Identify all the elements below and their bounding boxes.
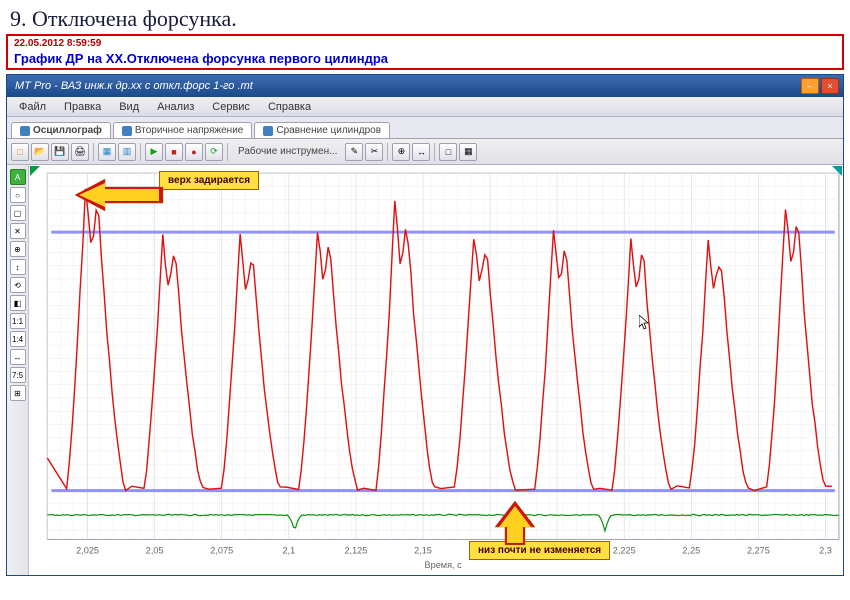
tab-bar: Осциллограф Вторичное напряжение Сравнение…	[7, 117, 843, 139]
banner-timestamp: 22.05.2012 8:59:59	[14, 38, 836, 49]
svg-text:2,05: 2,05	[146, 546, 164, 556]
toolbar-tool2-icon[interactable]: ✂	[365, 143, 383, 161]
menu-item[interactable]: Файл	[11, 99, 54, 115]
side-tool-button[interactable]: ○	[10, 187, 26, 203]
side-tool-button[interactable]: 1:4	[10, 331, 26, 347]
toolbar-rec-icon[interactable]: ●	[185, 143, 203, 161]
side-tool-button[interactable]: 1:1	[10, 313, 26, 329]
tab[interactable]: Осциллограф	[11, 122, 111, 138]
window-minimize-button[interactable]: –	[801, 78, 819, 94]
side-tool-button[interactable]: ↔	[10, 349, 26, 365]
svg-text:2,15: 2,15	[414, 546, 432, 556]
svg-text:2,1: 2,1	[282, 546, 295, 556]
toolbar-grid1-icon[interactable]: ▦	[98, 143, 116, 161]
side-tool-button[interactable]: 7:5	[10, 367, 26, 383]
oscilloscope-chart: 2,0252,052,0752,12,1252,152,1752,22,2252…	[29, 165, 843, 582]
menu-item[interactable]: Сервис	[204, 99, 258, 115]
tab[interactable]: Сравнение цилиндров	[254, 122, 390, 138]
svg-text:2,025: 2,025	[76, 546, 99, 556]
toolbar-stop-icon[interactable]: ■	[165, 143, 183, 161]
window-close-button[interactable]: ×	[821, 78, 839, 94]
menu-item[interactable]: Справка	[260, 99, 319, 115]
toolbar-group-label: Рабочие инструмен...	[232, 146, 343, 157]
page-heading: 9. Отключена форсунка.	[0, 0, 850, 34]
toolbar-tool4-icon[interactable]: ↔	[412, 143, 430, 161]
toolbar-tool6-icon[interactable]: ▦	[459, 143, 477, 161]
banner-description: График ДР на ХХ.Отключена форсунка перво…	[14, 51, 836, 66]
menu-item[interactable]: Правка	[56, 99, 109, 115]
app-window: MT Pro - ВАЗ инж.к др.хх с откл.форс 1-г…	[6, 74, 844, 576]
toolbar-tool5-icon[interactable]: □	[439, 143, 457, 161]
menu-item[interactable]: Анализ	[149, 99, 202, 115]
toolbar-save-icon[interactable]: 💾	[51, 143, 69, 161]
toolbar-reload-icon[interactable]: ⟳	[205, 143, 223, 161]
toolbar-tool3-icon[interactable]: ⊕	[392, 143, 410, 161]
toolbar: □ 📂 💾 🖨 ▦ ▥ ▶ ■ ● ⟳ Рабочие инструмен...…	[7, 139, 843, 165]
mouse-cursor-icon	[639, 315, 651, 331]
tab-icon	[263, 126, 273, 136]
svg-text:Время, с: Время, с	[425, 560, 463, 570]
svg-text:2,125: 2,125	[344, 546, 367, 556]
toolbar-open-icon[interactable]: 📂	[31, 143, 49, 161]
side-tool-button[interactable]: ▢	[10, 205, 26, 221]
tab-label: Сравнение цилиндров	[276, 125, 381, 136]
side-tool-button[interactable]: ⊞	[10, 385, 26, 401]
window-titlebar: MT Pro - ВАЗ инж.к др.хх с откл.форс 1-г…	[7, 75, 843, 97]
side-tool-button[interactable]: ↕	[10, 259, 26, 275]
callout-top-label: верх задирается	[159, 171, 259, 190]
side-tool-button[interactable]: ◧	[10, 295, 26, 311]
toolbar-print-icon[interactable]: 🖨	[71, 143, 89, 161]
side-tool-button[interactable]: ⊕	[10, 241, 26, 257]
tab-icon	[20, 126, 30, 136]
side-tool-button[interactable]: A	[10, 169, 26, 185]
svg-text:2,075: 2,075	[210, 546, 233, 556]
tab-icon	[122, 126, 132, 136]
side-tool-button[interactable]: ⟲	[10, 277, 26, 293]
tab-label: Осциллограф	[33, 125, 102, 136]
svg-text:2,3: 2,3	[819, 546, 832, 556]
svg-text:2,225: 2,225	[613, 546, 636, 556]
callout-top: верх задирается	[159, 171, 259, 190]
svg-text:2,275: 2,275	[747, 546, 770, 556]
tab-label: Вторичное напряжение	[135, 125, 243, 136]
side-toolbar: A ○ ▢ ✕ ⊕ ↕ ⟲ ◧ 1:1 1:4 ↔ 7:5 ⊞	[7, 165, 29, 575]
menu-item[interactable]: Вид	[111, 99, 147, 115]
callout-bottom: низ почти не изменяется	[469, 541, 610, 560]
window-title: MT Pro - ВАЗ инж.к др.хх с откл.форс 1-г…	[11, 80, 801, 92]
info-banner: 22.05.2012 8:59:59 График ДР на ХХ.Отклю…	[6, 34, 844, 70]
side-tool-button[interactable]: ✕	[10, 223, 26, 239]
tab[interactable]: Вторичное напряжение	[113, 122, 252, 138]
toolbar-grid2-icon[interactable]: ▥	[118, 143, 136, 161]
toolbar-run-icon[interactable]: ▶	[145, 143, 163, 161]
svg-text:2,25: 2,25	[682, 546, 700, 556]
toolbar-tool1-icon[interactable]: ✎	[345, 143, 363, 161]
chart-area: 2,0252,052,0752,12,1252,152,1752,22,2252…	[29, 165, 843, 575]
menu-bar: ФайлПравкаВидАнализСервисСправка	[7, 97, 843, 117]
toolbar-new-icon[interactable]: □	[11, 143, 29, 161]
